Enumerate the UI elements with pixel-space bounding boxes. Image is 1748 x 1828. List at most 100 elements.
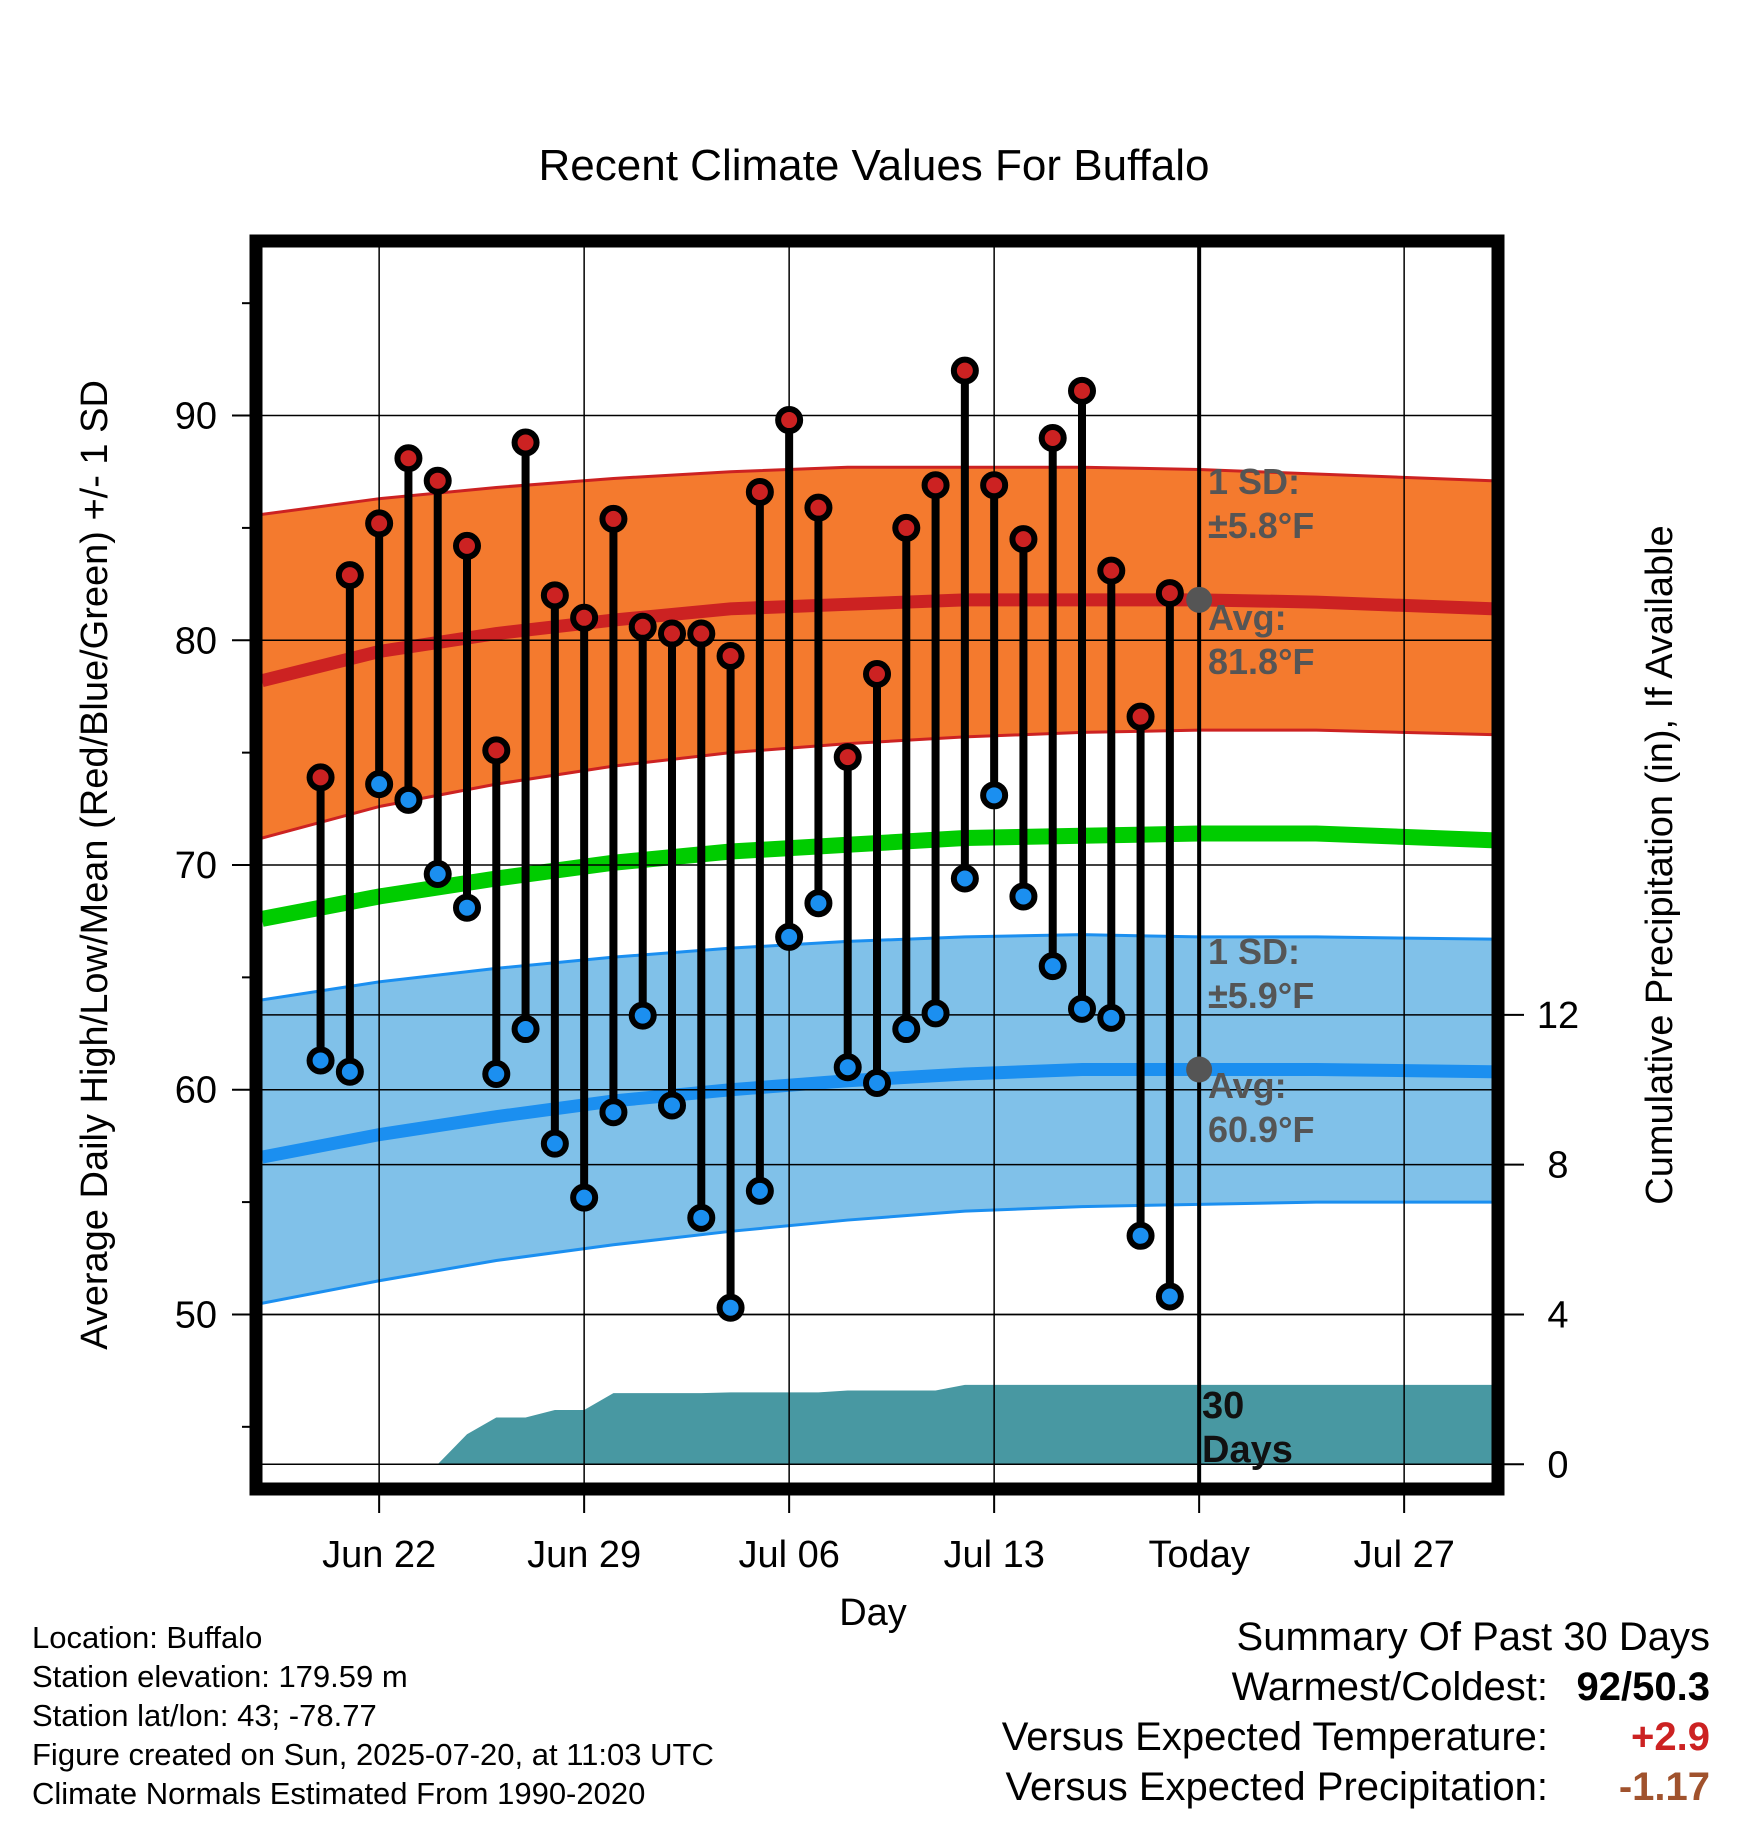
daily-low-point (1068, 994, 1096, 1023)
today-high-avg-marker (1186, 586, 1213, 613)
y-axis-label: Average Daily High/Low/Mean (Red/Blue/Gr… (74, 380, 116, 1350)
high-sd-band (262, 467, 1492, 839)
y2-tick-label: 4 (1547, 1294, 1568, 1336)
daily-high-point (950, 356, 979, 385)
x-tick-label: Today (1148, 1534, 1249, 1576)
daily-high-point (394, 444, 423, 473)
daily-low-point (1155, 1282, 1184, 1311)
daily-low-point (511, 1015, 540, 1044)
daily-low-point (716, 1293, 745, 1322)
daily-low-point (775, 922, 804, 951)
y-tick-label: 50 (175, 1294, 217, 1336)
daily-low-point (570, 1183, 599, 1212)
daily-high-point (1038, 424, 1067, 453)
daily-high-point (892, 513, 921, 542)
daily-low-point (306, 1046, 335, 1075)
y2-tick-label: 12 (1537, 995, 1579, 1037)
y2-axis-label: Cumulative Precipitation (in), If Availa… (1639, 525, 1681, 1204)
daily-high-point (1155, 579, 1184, 608)
temp-anomaly-label: Versus Expected Temperature: (1001, 1715, 1548, 1759)
summary-warmest-row: Warmest/Coldest: 92/50.3 (1002, 1662, 1710, 1712)
daily-high-point (658, 619, 686, 648)
warmest-value: 92/50.3 (1576, 1665, 1710, 1709)
low-avg-annotation: Avg: 60.9°F (1208, 1065, 1314, 1150)
daily-high-point (306, 763, 335, 792)
summary-panel: Summary Of Past 30 Days Warmest/Coldest:… (1002, 1612, 1710, 1812)
daily-high-point (599, 504, 628, 533)
high-avg-annotation: Avg: 81.8°F (1208, 597, 1314, 682)
summary-heading: Summary Of Past 30 Days (1002, 1612, 1710, 1662)
precip-area (408, 1384, 1492, 1465)
plot-frame (249, 234, 1505, 1496)
temp-anomaly-value: +2.9 (1631, 1715, 1710, 1759)
daily-low-point (1009, 882, 1038, 911)
low-sd-band (262, 934, 1492, 1304)
daily-high-point (365, 509, 394, 538)
daily-high-point (804, 493, 833, 522)
daily-high-point (540, 581, 569, 610)
high-sd-band-upper-edge (262, 465, 1492, 516)
days-count: 30 (1202, 1385, 1244, 1427)
daily-high-point (570, 603, 599, 632)
daily-low-point (599, 1098, 628, 1127)
daily-low-point (892, 1015, 921, 1044)
daily-high-point (423, 466, 452, 495)
daily-low-point (1038, 952, 1067, 981)
daily-low-point (658, 1091, 686, 1120)
daily-high-point (745, 477, 774, 506)
daily-low-point (950, 864, 979, 893)
high-avg-value: 81.8°F (1208, 641, 1314, 682)
low-avg-value: 60.9°F (1208, 1109, 1314, 1150)
daily-low-point (863, 1068, 891, 1097)
chart-title: Recent Climate Values For Buffalo (539, 141, 1210, 190)
daily-low-point (980, 781, 1009, 810)
daily-low-point (628, 1001, 657, 1030)
daily-high-point (980, 471, 1009, 500)
daily-low-point (423, 859, 452, 888)
normals-text: Climate Normals Estimated From 1990-2020 (32, 1776, 646, 1811)
daily-high-point (775, 406, 804, 435)
y2-tick-label: 0 (1547, 1444, 1568, 1486)
daily-high-point (833, 743, 862, 772)
daily-high-point (687, 619, 716, 648)
latlon-text: Station lat/lon: 43; -78.77 (32, 1698, 377, 1733)
daily-low-point (921, 999, 950, 1028)
daily-high-point (1009, 525, 1038, 554)
y-tick-label: 90 (175, 396, 217, 438)
high-sd-value: ±5.8°F (1208, 505, 1314, 546)
days-annotation: 30 Days (1202, 1385, 1293, 1471)
summary-precip-row: Versus Expected Precipitation: -1.17 (1002, 1762, 1710, 1812)
low-sd-annotation: 1 SD: ±5.9°F (1208, 931, 1314, 1016)
daily-low-point (335, 1057, 364, 1086)
today-low-avg-marker (1186, 1056, 1213, 1083)
daily-low-point (687, 1203, 716, 1232)
x-tick-label: Jul 13 (943, 1534, 1044, 1576)
low-sd-value: ±5.9°F (1208, 975, 1314, 1016)
daily-low-point (540, 1129, 569, 1158)
daily-high-point (1097, 556, 1126, 585)
daily-high-point (1068, 376, 1096, 405)
daily-low-point (745, 1176, 774, 1205)
daily-low-point (1126, 1221, 1155, 1250)
daily-high-point (511, 428, 540, 457)
daily-high-point (482, 736, 511, 765)
daily-high-point (335, 561, 364, 590)
summary-heading-text: Summary Of Past 30 Days (1236, 1615, 1710, 1659)
y-tick-label: 60 (175, 1070, 217, 1112)
station-info: Location: Buffalo Station elevation: 179… (32, 1618, 714, 1813)
low-avg-label: Avg: (1208, 1065, 1287, 1106)
days-word: Days (1202, 1429, 1293, 1471)
daily-high-point (921, 471, 950, 500)
daily-low-point (365, 770, 394, 799)
x-tick-label: Jun 29 (527, 1534, 641, 1576)
daily-high-point (863, 659, 891, 688)
elevation-text: Station elevation: 179.59 m (32, 1659, 408, 1694)
high-sd-annotation: 1 SD: ±5.8°F (1208, 461, 1314, 546)
y2-tick-label: 8 (1547, 1145, 1568, 1187)
high-avg-label: Avg: (1208, 597, 1287, 638)
x-axis-label: Day (839, 1592, 907, 1634)
summary-temp-row: Versus Expected Temperature: +2.9 (1002, 1712, 1710, 1762)
daily-high-point (453, 531, 481, 560)
location-text: Location: Buffalo (32, 1620, 263, 1655)
precip-anomaly-label: Versus Expected Precipitation: (1005, 1765, 1548, 1809)
